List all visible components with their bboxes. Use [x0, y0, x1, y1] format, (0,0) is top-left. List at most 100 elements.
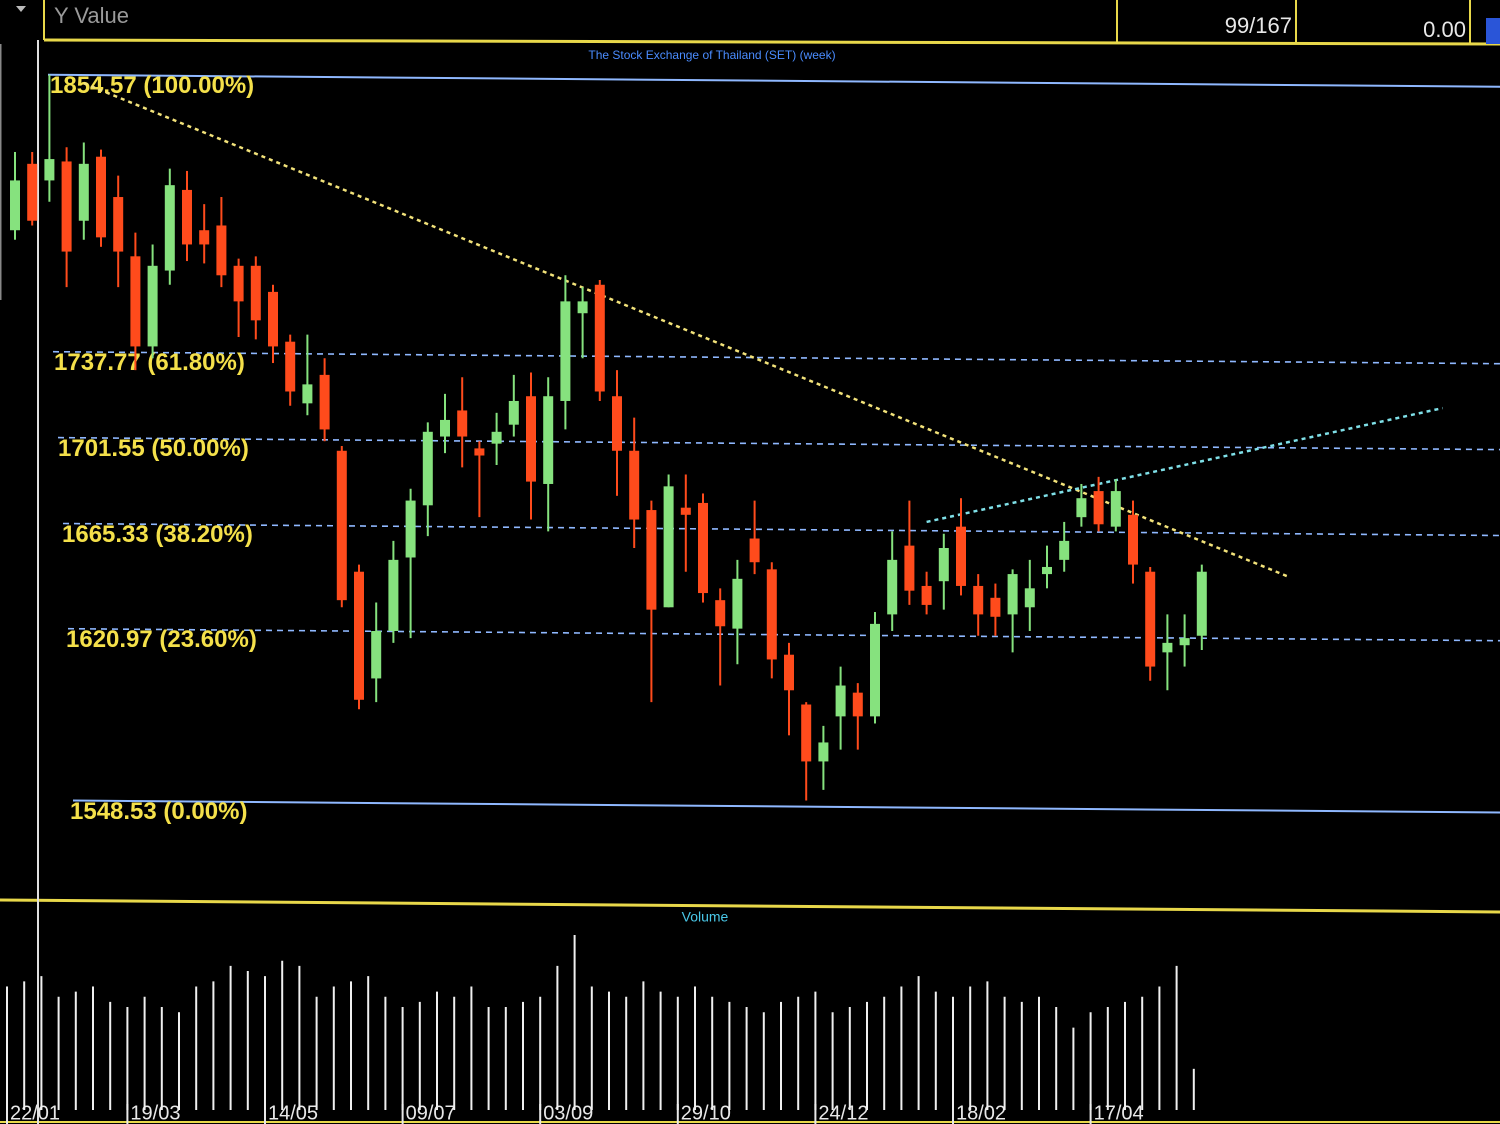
x-tick-label: 24/12 — [818, 1102, 868, 1124]
header-button[interactable] — [1486, 18, 1500, 44]
panel-divider — [0, 898, 1500, 914]
candle-body — [474, 448, 485, 456]
candle-body — [698, 502, 708, 594]
candle-body — [784, 654, 794, 691]
candle-body — [835, 685, 846, 717]
candle-body — [216, 225, 227, 276]
candle-body — [302, 384, 313, 404]
candle-body — [818, 742, 829, 762]
candle-body — [285, 341, 296, 392]
candle-body — [1093, 491, 1104, 525]
candle-body — [852, 692, 863, 717]
candle-body — [440, 419, 450, 437]
x-tick-label: 17/04 — [1094, 1102, 1144, 1124]
candle-body — [577, 301, 588, 314]
candle-body — [990, 597, 1001, 617]
trendline — [926, 406, 1443, 524]
candle-body — [612, 396, 622, 451]
candle-body — [268, 291, 278, 347]
candle-body — [96, 156, 106, 238]
level-label: 1548.53 (0.00%) — [70, 798, 247, 825]
candle-body — [1059, 540, 1070, 560]
level-line — [62, 522, 1500, 537]
candle-body — [543, 396, 554, 484]
x-tick-label: 14/05 — [268, 1102, 318, 1124]
candle-body — [44, 159, 55, 181]
candle-body — [354, 571, 364, 700]
dropdown-arrow[interactable] — [16, 6, 26, 12]
candle-body — [938, 548, 949, 582]
candle-body — [1128, 514, 1138, 565]
x-tick-label: 29/10 — [681, 1102, 731, 1124]
candle-body — [1042, 566, 1052, 575]
candle-body — [405, 500, 416, 558]
level-line — [67, 627, 1500, 642]
candle-body — [388, 559, 399, 631]
candle-body — [904, 545, 915, 591]
candle-body — [1024, 588, 1035, 608]
x-tick-label: 19/03 — [130, 1102, 180, 1124]
candle-body — [801, 704, 812, 762]
candle-body — [594, 284, 605, 392]
x-tick-label: 22/01 — [10, 1102, 60, 1124]
candle-body — [336, 450, 347, 601]
candle-body — [10, 180, 20, 231]
candle-body — [1110, 491, 1121, 527]
candle-body — [973, 585, 984, 615]
candle-body — [250, 265, 261, 321]
candle-body — [182, 189, 192, 245]
header-counter: 99/167 — [1225, 13, 1292, 38]
level-line — [57, 436, 1500, 451]
candle-body — [422, 431, 433, 506]
candle-body — [1196, 571, 1207, 636]
candle-body — [508, 400, 519, 425]
candle-body — [78, 163, 89, 221]
x-tick-label: 03/09 — [543, 1102, 593, 1124]
candle-body — [113, 197, 124, 252]
level-label: 1701.55 (50.00%) — [58, 435, 249, 462]
x-tick-label: 18/02 — [956, 1102, 1006, 1124]
trendline — [83, 82, 1289, 578]
candle-body — [371, 631, 382, 679]
level-line — [47, 73, 1500, 88]
level-line — [52, 350, 1500, 365]
volume-title: Volume — [682, 909, 729, 925]
candle-body — [27, 163, 38, 221]
candle-body — [1145, 571, 1156, 667]
candle-body — [715, 600, 726, 627]
level-label: 1665.33 (38.20%) — [62, 521, 253, 548]
candle-body — [1007, 574, 1018, 615]
candle-body — [887, 559, 898, 615]
candle-body — [457, 410, 468, 437]
candle-body — [680, 507, 691, 515]
candle-body — [560, 301, 571, 401]
candle-body — [164, 185, 175, 271]
candle-body — [646, 510, 657, 610]
level-label: 1620.97 (23.60%) — [66, 626, 257, 653]
header-border — [43, 38, 1500, 46]
candle-body — [199, 230, 210, 245]
chart-title: The Stock Exchange of Thailand (SET) (we… — [588, 48, 835, 62]
candle-body — [233, 265, 244, 302]
candle-body — [1076, 498, 1087, 518]
candle-body — [491, 431, 502, 444]
level-label: 1737.77 (61.80%) — [54, 349, 245, 376]
level-label: 1854.57 (100.00%) — [50, 72, 254, 99]
candle-body — [130, 256, 141, 347]
candle-body — [870, 623, 880, 717]
candle-body — [147, 265, 158, 347]
level-line — [72, 799, 1500, 814]
header-bar — [0, 0, 1500, 44]
candle-body — [319, 374, 330, 430]
candle-body — [921, 585, 932, 605]
candle-body — [61, 161, 72, 252]
header-value: 0.00 — [1423, 17, 1466, 42]
candle-body — [766, 569, 777, 660]
candle-body — [526, 396, 536, 482]
candle-body — [749, 538, 760, 563]
candle-body — [1162, 642, 1173, 653]
candle-body — [956, 526, 966, 586]
candle-body — [732, 578, 743, 629]
